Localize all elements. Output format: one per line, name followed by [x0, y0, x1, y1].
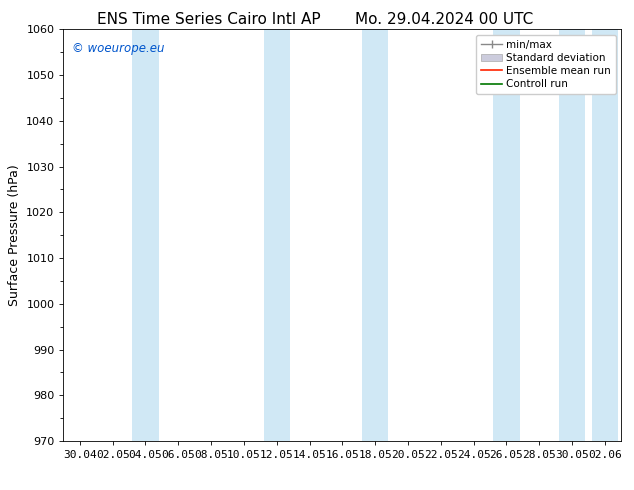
Text: Mo. 29.04.2024 00 UTC: Mo. 29.04.2024 00 UTC: [354, 12, 533, 27]
Y-axis label: Surface Pressure (hPa): Surface Pressure (hPa): [8, 164, 21, 306]
Bar: [592, 29, 618, 441]
Bar: [559, 29, 585, 441]
Bar: [493, 29, 520, 441]
Text: © woeurope.eu: © woeurope.eu: [72, 42, 164, 55]
Bar: [264, 29, 290, 441]
Legend: min/max, Standard deviation, Ensemble mean run, Controll run: min/max, Standard deviation, Ensemble me…: [476, 35, 616, 95]
Text: ENS Time Series Cairo Intl AP: ENS Time Series Cairo Intl AP: [98, 12, 321, 27]
Bar: [133, 29, 158, 441]
Bar: [362, 29, 388, 441]
